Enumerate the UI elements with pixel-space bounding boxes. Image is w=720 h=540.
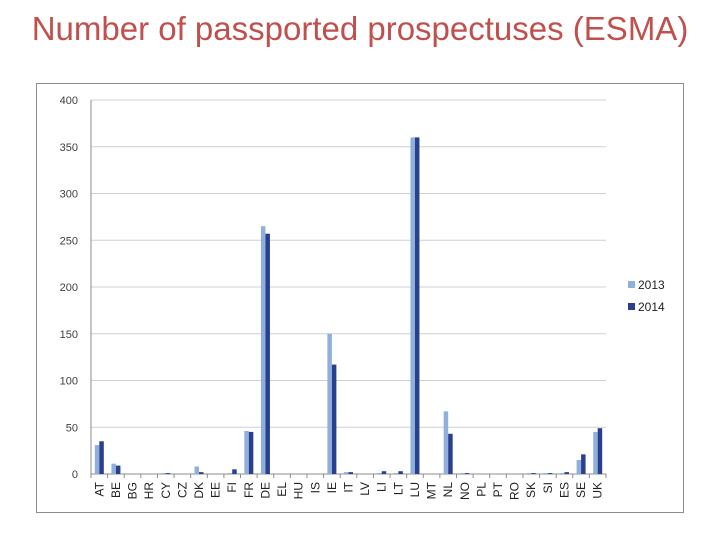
- x-tick-label: PT: [491, 481, 505, 497]
- x-tick-label: LV: [358, 482, 372, 496]
- bar-2013-LT: [393, 473, 399, 474]
- x-tick-label: PL: [474, 482, 488, 497]
- legend-swatch-2014: [628, 303, 635, 310]
- bar-2013-SK: [526, 473, 532, 474]
- x-tick-label: IS: [308, 482, 322, 493]
- x-tick-label: SI: [541, 482, 555, 493]
- bar-2014-SI: [547, 473, 553, 474]
- bar-2014-DK: [198, 472, 204, 474]
- bar-2013-CY: [161, 473, 166, 474]
- x-tick-label: HR: [142, 482, 156, 500]
- bar-2014-FR: [248, 431, 254, 474]
- y-tick-label: 200: [60, 282, 78, 294]
- bar-2014-BE: [115, 465, 121, 474]
- x-tick-label: SE: [574, 482, 588, 498]
- bar-2013-DK: [194, 466, 199, 474]
- x-tick-label: RO: [508, 482, 522, 500]
- x-tick-label: FI: [225, 482, 239, 493]
- x-tick-label: MT: [425, 481, 439, 499]
- bar-2013-DE: [260, 226, 266, 474]
- y-tick-label: 50: [66, 422, 78, 434]
- x-tick-label: AT: [92, 481, 106, 496]
- bar-2013-SE: [576, 459, 582, 474]
- x-tick-label: SK: [524, 482, 538, 498]
- x-tick-label: DK: [192, 482, 206, 499]
- y-tick-label: 300: [60, 189, 78, 201]
- bar-2013-NL: [443, 411, 449, 474]
- bar-2014-ES: [564, 472, 569, 474]
- bar-2014-LU: [414, 137, 420, 474]
- bar-2013-IE: [327, 333, 332, 474]
- bar-2014-SK: [531, 473, 536, 474]
- bar-2013-AT: [94, 445, 100, 474]
- chart-frame: [36, 83, 684, 513]
- bar-2014-IE: [331, 364, 337, 474]
- bar-2014-FI: [232, 469, 237, 474]
- bar-2013-SI: [543, 473, 548, 474]
- x-tick-label: NO: [458, 482, 472, 500]
- bar-2014-SE: [581, 454, 586, 474]
- bar-2013-NO: [460, 473, 465, 474]
- bar-2013-BE: [111, 463, 116, 474]
- x-tick-label: ES: [557, 482, 571, 498]
- bar-2013-FI: [227, 473, 233, 474]
- bar-2014-NL: [448, 433, 453, 474]
- x-tick-label: CZ: [175, 482, 189, 498]
- legend-label-2013: 2013: [638, 278, 665, 292]
- legend-label-2014: 2014: [638, 300, 665, 314]
- y-tick-label: 100: [60, 376, 78, 388]
- bar-2013-LU: [410, 137, 415, 474]
- bar-2014-LT: [398, 471, 403, 474]
- y-tick-label: 0: [72, 469, 78, 481]
- bar-2013-ES: [559, 473, 565, 474]
- y-tick-label: 400: [60, 95, 78, 107]
- x-tick-label: CY: [159, 482, 173, 499]
- bar-2014-LI: [381, 471, 387, 474]
- x-tick-label: EL: [275, 482, 289, 497]
- x-tick-label: UK: [591, 482, 605, 499]
- x-tick-label: LI: [375, 482, 389, 492]
- bar-2014-UK: [597, 428, 603, 474]
- bar-2014-IT: [348, 472, 353, 474]
- bar-2013-IT: [344, 472, 349, 474]
- bar-2013-UK: [593, 431, 598, 474]
- bar-2014-NO: [464, 473, 470, 474]
- x-tick-label: HU: [292, 482, 306, 499]
- y-tick-label: 150: [60, 329, 78, 341]
- legend-swatch-2013: [628, 281, 635, 288]
- x-tick-label: IE: [325, 482, 339, 493]
- x-tick-label: LU: [408, 482, 422, 497]
- x-tick-label: DE: [258, 482, 272, 499]
- bar-2013-FR: [244, 430, 249, 474]
- y-tick-label: 250: [60, 235, 78, 247]
- bar-2014-CY: [165, 473, 171, 474]
- x-tick-label: BE: [109, 482, 123, 498]
- slide-title: Number of passported prospectuses (ESMA): [31, 10, 689, 47]
- y-tick-label: 350: [60, 142, 78, 154]
- x-tick-label: LT: [391, 481, 405, 495]
- bar-2014-DE: [265, 233, 270, 474]
- x-tick-label: FR: [242, 482, 256, 498]
- bar-2013-LI: [377, 473, 382, 474]
- passport-bar-chart: 0 50 100 150 200 250 300 350 400 AT BE BG HR CY CZ DK EE…: [60, 95, 665, 500]
- x-tick-label: BG: [126, 482, 140, 499]
- x-tick-label: EE: [209, 482, 223, 498]
- x-tick-label: IT: [342, 481, 356, 492]
- x-tick-label: NL: [441, 482, 455, 498]
- bar-2014-AT: [99, 441, 104, 474]
